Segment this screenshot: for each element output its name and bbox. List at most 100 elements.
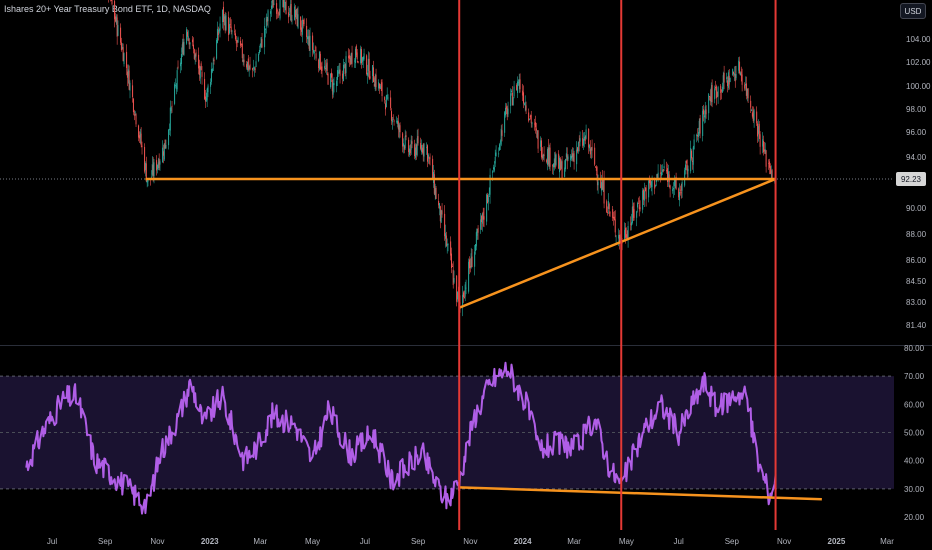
price-candle bbox=[363, 48, 365, 61]
price-candle bbox=[120, 37, 122, 52]
price-candle bbox=[152, 157, 154, 182]
price-candle bbox=[357, 60, 359, 64]
price-candle bbox=[643, 188, 645, 205]
price-candle bbox=[451, 263, 453, 268]
price-candle bbox=[543, 146, 545, 162]
price-candle bbox=[547, 147, 549, 171]
month-tick-label: Sep bbox=[411, 537, 426, 546]
price-candle bbox=[561, 155, 563, 181]
price-candle bbox=[405, 131, 407, 141]
price-candle bbox=[240, 36, 242, 49]
rsi-axis: 80.00 70.00 60.00 50.00 40.00 30.00 20.00 bbox=[904, 344, 925, 522]
rsi-tick-label: 20.00 bbox=[904, 513, 925, 522]
price-candle bbox=[157, 157, 159, 171]
price-candle bbox=[267, 9, 269, 28]
price-candle bbox=[452, 261, 454, 289]
price-candle bbox=[518, 73, 520, 94]
price-candle bbox=[584, 135, 586, 145]
price-candle bbox=[583, 131, 585, 148]
price-candle bbox=[200, 61, 202, 71]
price-candle bbox=[228, 18, 230, 35]
price-candle bbox=[487, 192, 489, 204]
price-candle bbox=[417, 128, 419, 146]
price-candle bbox=[249, 56, 251, 71]
price-candle bbox=[495, 145, 497, 157]
price-candle bbox=[349, 55, 351, 66]
price-candle bbox=[175, 83, 177, 95]
price-candle bbox=[536, 130, 538, 139]
price-candle bbox=[285, 0, 287, 15]
price-candle bbox=[678, 187, 680, 201]
price-candle bbox=[362, 56, 364, 68]
price-candle bbox=[421, 144, 423, 155]
price-candle bbox=[573, 150, 575, 170]
price-candle bbox=[171, 101, 173, 113]
price-candle bbox=[444, 224, 446, 248]
price-candle bbox=[571, 149, 573, 162]
price-candle bbox=[607, 193, 609, 214]
price-candle bbox=[345, 51, 347, 80]
price-candle bbox=[693, 134, 695, 150]
price-candle bbox=[252, 67, 254, 78]
price-candle bbox=[342, 70, 344, 85]
price-candle bbox=[307, 29, 309, 46]
price-candle bbox=[751, 106, 753, 119]
price-candle bbox=[177, 60, 179, 70]
price-candle bbox=[259, 43, 261, 52]
price-candle bbox=[246, 61, 248, 72]
price-candle bbox=[450, 236, 452, 261]
price-candle bbox=[372, 60, 374, 83]
price-candle bbox=[589, 143, 591, 152]
price-candle bbox=[528, 108, 530, 123]
price-candle bbox=[607, 206, 609, 216]
price-candle bbox=[415, 143, 417, 160]
price-candle bbox=[374, 73, 376, 92]
price-candle bbox=[525, 101, 527, 115]
price-candle bbox=[114, 12, 116, 23]
price-candle bbox=[246, 61, 248, 70]
price-candle bbox=[757, 121, 759, 143]
price-candle bbox=[710, 82, 712, 107]
price-candle bbox=[199, 66, 201, 84]
price-candle bbox=[375, 68, 377, 91]
price-candle bbox=[366, 54, 368, 76]
rsi-tick-label: 30.00 bbox=[904, 485, 925, 494]
price-candle bbox=[529, 118, 531, 121]
price-candle bbox=[241, 39, 243, 63]
price-candle bbox=[579, 131, 581, 147]
price-candle bbox=[741, 68, 743, 92]
price-candle bbox=[770, 165, 772, 180]
price-candle bbox=[535, 122, 537, 138]
rsi-falling-trendline[interactable] bbox=[459, 486, 822, 501]
price-candle bbox=[762, 132, 764, 154]
price-candle bbox=[248, 65, 250, 77]
price-candle bbox=[174, 82, 176, 106]
price-candle bbox=[530, 110, 532, 128]
currency-button[interactable]: USD bbox=[900, 3, 926, 19]
price-candle bbox=[516, 83, 518, 91]
price-candle bbox=[504, 111, 506, 137]
price-candle bbox=[571, 147, 573, 162]
price-candle bbox=[380, 79, 382, 92]
price-candle bbox=[498, 147, 500, 158]
price-candle bbox=[476, 228, 478, 240]
price-candle bbox=[567, 154, 569, 162]
price-candle bbox=[289, 0, 291, 21]
price-candle bbox=[396, 116, 398, 124]
price-candle bbox=[559, 155, 561, 179]
price-candle bbox=[372, 64, 374, 84]
month-tick-label: Mar bbox=[880, 537, 894, 546]
price-candle bbox=[723, 65, 725, 90]
price-candle bbox=[513, 80, 515, 99]
price-candle bbox=[420, 137, 422, 151]
rising-trendline[interactable] bbox=[458, 177, 777, 309]
price-candle bbox=[499, 139, 501, 151]
price-candle bbox=[219, 16, 221, 38]
price-candle bbox=[432, 155, 434, 180]
price-candle bbox=[284, 1, 286, 11]
price-candle bbox=[726, 72, 728, 83]
price-candle bbox=[733, 66, 735, 81]
price-candle bbox=[542, 153, 544, 160]
price-candle bbox=[684, 167, 686, 188]
price-candle bbox=[435, 185, 437, 200]
